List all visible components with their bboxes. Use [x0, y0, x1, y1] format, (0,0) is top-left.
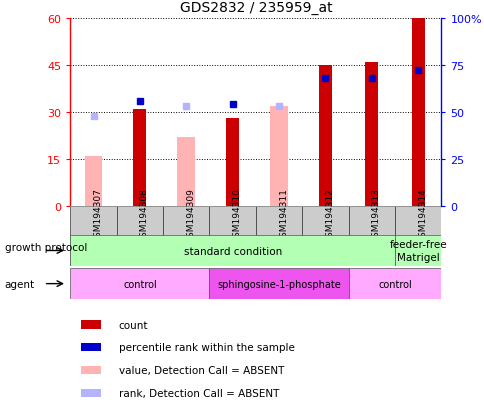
Bar [270, 106, 287, 206]
Bar [70, 235, 394, 266]
Bar [81, 320, 101, 329]
Bar [209, 206, 256, 266]
Bar [81, 344, 101, 351]
Bar [85, 157, 102, 206]
Bar [81, 366, 101, 374]
Bar [302, 206, 348, 266]
Bar [209, 268, 348, 299]
Bar [364, 62, 378, 206]
Bar [394, 235, 440, 266]
Text: GSM194308: GSM194308 [139, 188, 149, 243]
Text: value, Detection Call = ABSENT: value, Detection Call = ABSENT [118, 365, 283, 375]
Text: standard condition: standard condition [183, 246, 281, 256]
Bar [163, 206, 209, 266]
Bar [70, 268, 209, 299]
Bar [70, 206, 117, 266]
Bar [256, 206, 302, 266]
Bar [348, 268, 440, 299]
Text: control: control [123, 279, 156, 289]
Bar [226, 119, 239, 206]
Bar [394, 206, 440, 266]
Text: control: control [378, 279, 411, 289]
Text: growth protocol: growth protocol [5, 242, 87, 253]
Text: feeder-free
Matrigel: feeder-free Matrigel [389, 240, 446, 262]
Text: GSM194309: GSM194309 [186, 188, 195, 243]
Bar [411, 19, 424, 207]
Text: rank, Detection Call = ABSENT: rank, Detection Call = ABSENT [118, 388, 278, 398]
Bar [177, 138, 195, 206]
Title: GDS2832 / 235959_at: GDS2832 / 235959_at [179, 1, 332, 15]
Bar [348, 206, 394, 266]
Text: percentile rank within the sample: percentile rank within the sample [118, 342, 294, 352]
Text: GSM194314: GSM194314 [417, 188, 426, 243]
Text: count: count [118, 320, 148, 330]
Bar [117, 206, 163, 266]
Bar [318, 66, 331, 206]
Text: GSM194310: GSM194310 [232, 188, 241, 243]
Text: GSM194307: GSM194307 [93, 188, 102, 243]
Text: GSM194313: GSM194313 [371, 188, 380, 243]
Text: GSM194312: GSM194312 [325, 188, 333, 243]
Bar [133, 109, 146, 206]
Text: agent: agent [5, 279, 35, 289]
Text: sphingosine-1-phosphate: sphingosine-1-phosphate [217, 279, 340, 289]
Text: GSM194311: GSM194311 [278, 188, 287, 243]
Bar [81, 389, 101, 397]
